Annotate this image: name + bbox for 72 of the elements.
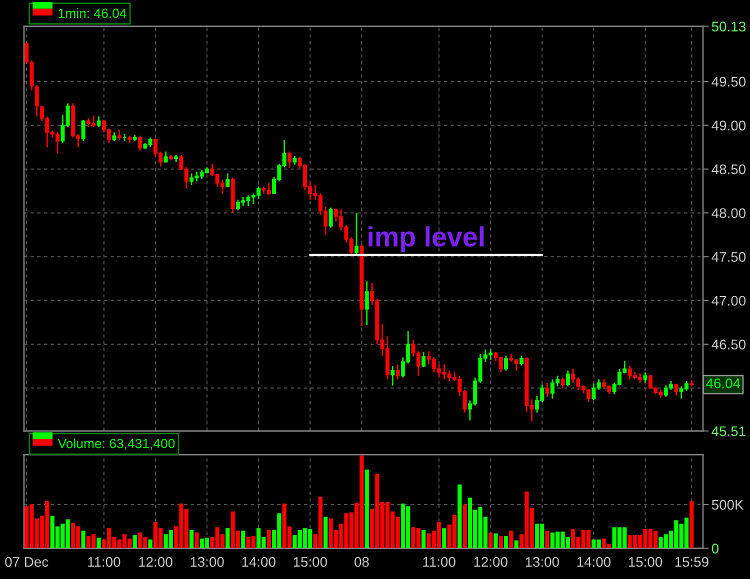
bar	[690, 501, 694, 548]
bar	[189, 530, 194, 548]
y-tick-label: 500K	[712, 500, 744, 510]
x-tick-label: 11:00	[423, 557, 456, 567]
candlestick	[422, 351, 426, 368]
legend-label: 1min: 46.04	[58, 8, 126, 18]
bar	[422, 530, 426, 548]
y-tick-label: 46.50	[712, 340, 746, 350]
bar	[266, 530, 271, 548]
x-tick-label: 13:00	[190, 557, 224, 567]
candlestick	[81, 119, 86, 142]
bar	[504, 536, 508, 548]
bar	[462, 504, 467, 548]
y-tick-label: 45.51	[712, 426, 746, 436]
candlestick	[674, 383, 678, 396]
bar	[226, 528, 230, 548]
x-tick-label: 15:59	[675, 557, 708, 567]
x-tick-label: 15:00	[294, 557, 327, 567]
bar	[364, 470, 369, 548]
candlestick	[96, 116, 101, 128]
bar	[545, 530, 550, 548]
candlestick	[164, 150, 168, 163]
candlestick	[117, 128, 122, 141]
bar	[81, 530, 86, 548]
annotation: 46.04	[706, 378, 740, 388]
bar	[509, 530, 514, 548]
bar	[194, 532, 199, 548]
bar	[458, 484, 462, 548]
candlestick	[34, 84, 39, 118]
x-tick-label: 15:00	[628, 557, 662, 567]
bar	[148, 540, 152, 548]
x-tick-label: 12:00	[139, 557, 172, 567]
candlestick	[288, 150, 292, 169]
x-tick-label: 14:00	[577, 557, 611, 567]
bar	[96, 538, 101, 548]
y-tick-label: 47.50	[712, 252, 746, 262]
candlestick	[520, 354, 524, 366]
candlestick	[354, 212, 359, 256]
bar	[324, 516, 328, 548]
legend-label: Volume: 63,431,400	[58, 438, 175, 450]
y-tick-label: 49.00	[712, 120, 746, 130]
y-tick-label: 49.50	[712, 76, 746, 87]
bar	[488, 532, 493, 548]
x-tick-label: 14:00	[242, 557, 276, 567]
candlestick	[504, 354, 508, 372]
candlestick	[364, 280, 369, 326]
x-tick-label: 13:00	[526, 557, 559, 567]
candlestick	[560, 376, 565, 389]
bar	[442, 528, 446, 548]
x-tick-label: 11:00	[88, 557, 120, 567]
series-label: imp level	[368, 226, 484, 252]
y-tick-label: 0	[712, 544, 719, 554]
candlestick	[138, 135, 142, 152]
candlestick	[328, 206, 333, 228]
candlestick	[545, 382, 550, 398]
y-tick-label: 50.13	[712, 22, 746, 32]
x-tick-label: 07 Dec	[5, 557, 48, 567]
candlestick	[566, 370, 570, 388]
y-tick-label: 48.00	[712, 208, 746, 218]
x-tick-label: 12:00	[474, 557, 508, 567]
bar	[241, 530, 246, 548]
bar	[494, 533, 498, 548]
bar	[498, 536, 503, 548]
candlestick	[396, 364, 400, 380]
x-tick-label: 08	[354, 557, 369, 567]
y-tick-label: 48.50	[712, 164, 746, 174]
candlestick	[226, 172, 230, 188]
candlestick	[390, 365, 395, 386]
candlestick	[643, 372, 648, 384]
bar	[132, 535, 137, 548]
y-tick-label: 47.00	[712, 296, 746, 306]
bar	[514, 540, 518, 548]
